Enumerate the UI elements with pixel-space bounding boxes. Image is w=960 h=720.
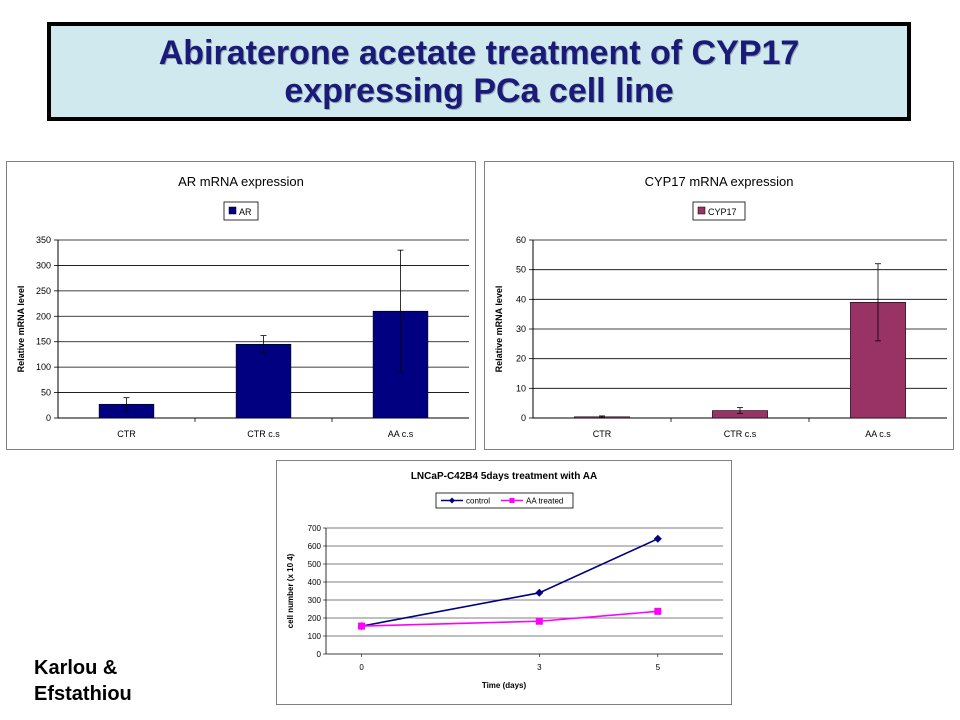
lncap-growth-chart-svg: LNCaP-C42B4 5days treatment with AA contr… xyxy=(286,471,723,690)
y-tick-label: 400 xyxy=(308,578,322,587)
author-line-1: Karlou & xyxy=(34,657,118,679)
y-tick-label: 60 xyxy=(516,235,526,245)
y-tick-label: 100 xyxy=(36,362,51,372)
x-tick-label: CTR xyxy=(117,429,136,439)
y-tick-label: 300 xyxy=(36,260,51,270)
y-tick-label: 40 xyxy=(516,294,526,304)
data-point xyxy=(653,534,662,543)
chart-title: AR mRNA expression xyxy=(178,174,304,189)
x-tick-label: 3 xyxy=(537,663,542,672)
legend-swatch xyxy=(697,206,706,215)
y-axis-label: Relative mRNA level xyxy=(494,286,504,373)
data-point xyxy=(358,622,366,630)
x-tick-label: 5 xyxy=(656,663,661,672)
y-tick-label: 0 xyxy=(521,413,526,423)
chart-title: CYP17 mRNA expression xyxy=(645,174,794,189)
data-point xyxy=(654,607,662,615)
x-tick-label: AA c.s xyxy=(388,429,414,439)
cyp17-mrna-chart-svg: CYP17 mRNA expression CYP17 0 10 20 30 40 50 60 C… xyxy=(494,174,947,439)
ar-mrna-chart: AR mRNA expression AR 0 50 100 150 200 250 300 35… xyxy=(6,161,476,450)
x-tick-label: 0 xyxy=(359,663,364,672)
y-tick-label: 20 xyxy=(516,354,526,364)
y-tick-label: 30 xyxy=(516,324,526,334)
y-axis-label: cell number (x 10 4) xyxy=(286,553,295,628)
y-tick-label: 50 xyxy=(516,265,526,275)
legend-swatch xyxy=(228,206,237,215)
legend-marker xyxy=(509,498,515,503)
legend-label: AR xyxy=(239,207,252,217)
y-tick-label: 100 xyxy=(308,632,322,641)
series-line-aa-treated xyxy=(361,610,658,627)
ar-mrna-chart-svg: AR mRNA expression AR 0 50 100 150 200 250 300 35… xyxy=(16,174,469,439)
x-tick-label: CTR c.s xyxy=(247,429,280,439)
chart-title: LNCaP-C42B4 5days treatment with AA xyxy=(411,471,597,482)
y-tick-label: 10 xyxy=(516,383,526,393)
legend-box xyxy=(223,201,259,221)
lncap-growth-chart: LNCaP-C42B4 5days treatment with AA contr… xyxy=(276,460,732,705)
y-tick-label: 500 xyxy=(308,560,322,569)
legend-marker xyxy=(449,497,455,504)
y-tick-label: 0 xyxy=(317,650,322,659)
slide-title-line-2: expressing PCa cell line xyxy=(284,71,674,110)
author-credit: Karlou & Efstathiou xyxy=(34,655,132,707)
y-tick-label: 50 xyxy=(41,388,51,398)
legend-box xyxy=(692,201,746,221)
x-tick-label: CTR c.s xyxy=(724,429,757,439)
y-tick-label: 700 xyxy=(308,524,322,533)
bar xyxy=(235,343,292,419)
x-tick-label: CTR xyxy=(593,429,612,439)
y-tick-label: 350 xyxy=(36,235,51,245)
legend-label: control xyxy=(466,497,490,506)
cyp17-mrna-chart: CYP17 mRNA expression CYP17 0 10 20 30 40 50 60 C… xyxy=(484,161,954,450)
x-tick-label: AA c.s xyxy=(865,429,891,439)
data-point xyxy=(535,588,544,597)
slide-title-line-1: Abiraterone acetate treatment of CYP17 xyxy=(158,33,800,72)
author-line-2: Efstathiou xyxy=(34,683,132,705)
legend-label: CYP17 xyxy=(708,207,737,217)
y-tick-label: 300 xyxy=(308,596,322,605)
series-line-control xyxy=(361,538,659,627)
y-axis-label: Relative mRNA level xyxy=(16,286,26,373)
y-tick-label: 200 xyxy=(308,614,322,623)
y-tick-label: 250 xyxy=(36,286,51,296)
data-point xyxy=(535,617,543,625)
y-tick-label: 0 xyxy=(46,413,51,423)
x-axis-label: Time (days) xyxy=(482,681,527,690)
y-tick-label: 150 xyxy=(36,337,51,347)
y-tick-label: 200 xyxy=(36,311,51,321)
slide-title-box: Abiraterone acetate treatment of CYP17 e… xyxy=(47,22,911,121)
y-tick-label: 600 xyxy=(308,542,322,551)
legend-label: AA treated xyxy=(526,497,563,506)
